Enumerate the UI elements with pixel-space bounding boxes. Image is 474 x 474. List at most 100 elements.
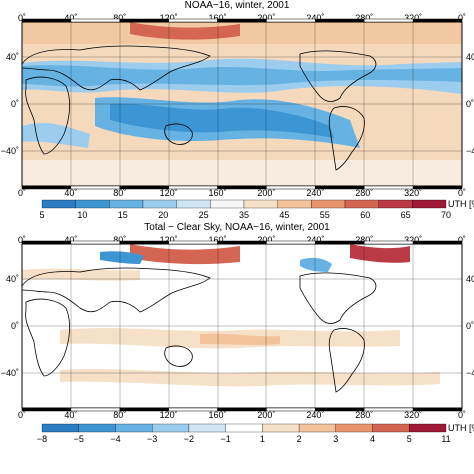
colorbar-swatch — [78, 423, 116, 433]
longitude-tick-label-top: 200˚ — [257, 235, 275, 245]
colorbar-swatch — [262, 423, 300, 433]
longitude-tick-label-bottom: 120˚ — [160, 188, 178, 198]
longitude-tick-label-bottom: 320˚ — [404, 188, 422, 198]
frame-tick-bar — [315, 240, 365, 245]
frame-tick-bar — [315, 407, 365, 412]
bottom-field-negative-cell — [300, 257, 332, 272]
frame-tick-bar — [168, 240, 218, 245]
longitude-tick-label-top: 160˚ — [209, 13, 227, 23]
colorbar-swatch — [311, 199, 346, 209]
frame-tick-bar — [217, 240, 267, 245]
colorbar-tick-label: 35 — [239, 210, 249, 220]
frame-tick-bar — [412, 240, 463, 245]
longitude-tick-label-bottom: 40˚ — [64, 410, 77, 420]
frame-tick-bar — [363, 407, 414, 412]
colorbar-swatch — [188, 423, 226, 433]
colorbar-tick-label: 5 — [407, 434, 412, 444]
longitude-tick-label-bottom: 40˚ — [64, 188, 77, 198]
bottom-field-negative-cell — [100, 251, 144, 264]
frame-tick-bar — [70, 18, 121, 23]
frame-tick-bar — [21, 240, 72, 245]
colorbar-swatch — [115, 423, 153, 433]
frame-tick-bar — [168, 185, 218, 190]
colorbar-swatch — [243, 199, 278, 209]
latitude-tick-label: −40˚ — [1, 368, 19, 378]
colorbar-swatch — [378, 199, 413, 209]
top-field-south-band — [22, 160, 462, 186]
frame-tick-bar — [412, 185, 463, 190]
colorbar-tick-label: 60 — [360, 210, 370, 220]
colorbar-unit-label: UTH [% — [448, 199, 474, 209]
colorbar-swatch — [409, 423, 447, 433]
colorbar-tick-label: 2 — [297, 434, 302, 444]
bottom-field-tropical-positive — [200, 333, 280, 345]
longitude-tick-label-top: 0˚ — [458, 13, 466, 23]
frame-tick-bar — [70, 240, 121, 245]
longitude-tick-label-bottom: 240˚ — [306, 410, 324, 420]
latitude-tick-label: 0˚ — [11, 99, 19, 109]
colorbar-tick-label: 5 — [39, 210, 44, 220]
longitude-tick-label-bottom: 0˚ — [458, 410, 466, 420]
longitude-tick-label-bottom: 80˚ — [113, 410, 126, 420]
longitude-tick-label-bottom: 320˚ — [404, 410, 422, 420]
bottom-field-north-positive — [130, 244, 240, 265]
longitude-tick-label-bottom: 200˚ — [257, 410, 275, 420]
top-gridlines — [22, 22, 462, 186]
colorbar-tick-label: 1 — [260, 434, 265, 444]
colorbar-swatch — [412, 199, 447, 209]
longitude-tick-label-top: 280˚ — [355, 13, 373, 23]
colorbar-tick-label: 65 — [401, 210, 411, 220]
frame-tick-bar — [21, 185, 72, 190]
longitude-tick-label-top: 320˚ — [404, 235, 422, 245]
latitude-tick-label: 0˚ — [466, 321, 474, 331]
colorbar-tick-label: 45 — [279, 210, 289, 220]
longitude-tick-label-top: 80˚ — [113, 235, 126, 245]
longitude-tick-label-top: 240˚ — [306, 13, 324, 23]
colorbar-tick-label: −1 — [221, 434, 231, 444]
colorbar-tick-label: 4 — [370, 434, 375, 444]
latitude-tick-label: 40˚ — [466, 52, 474, 62]
colorbar-swatch — [372, 423, 410, 433]
frame-tick-bar — [363, 240, 414, 245]
colorbar-swatch — [344, 199, 379, 209]
colorbar-tick-label: 70 — [441, 210, 451, 220]
latitude-tick-label: −40˚ — [466, 146, 474, 156]
colorbar-swatch — [277, 199, 312, 209]
latitude-tick-label: 40˚ — [6, 274, 19, 284]
longitude-tick-label-top: 40˚ — [64, 13, 77, 23]
frame-tick-bar — [119, 185, 169, 190]
top-field-tropics-core — [110, 103, 334, 138]
colorbar-tick-label: 25 — [199, 210, 209, 220]
colorbar-swatch — [152, 423, 190, 433]
frame-tick-bar — [70, 185, 121, 190]
longitude-tick-label-bottom: 240˚ — [306, 188, 324, 198]
bottom-field-northeast-positive — [350, 244, 410, 263]
colorbar-tick-label: −4 — [110, 434, 120, 444]
longitude-tick-label-top: 0˚ — [18, 13, 26, 23]
longitude-tick-label-top: 120˚ — [160, 235, 178, 245]
frame-tick-bar — [119, 18, 169, 23]
colorbar-tick-label: 3 — [333, 434, 338, 444]
colorbar-tick-label: 10 — [77, 210, 87, 220]
colorbar-tick-label: −2 — [184, 434, 194, 444]
colorbar-tick-label: 11 — [441, 434, 450, 444]
top-field-africa-moist — [22, 123, 90, 148]
frame-tick-bar — [70, 407, 121, 412]
frame-tick-bar — [119, 240, 169, 245]
top-latitude-ticks: 40˚ 40˚ 0˚ 0˚ −40˚ −40˚ — [1, 52, 474, 156]
colorbar-swatch — [335, 423, 373, 433]
colorbar-swatch — [41, 199, 76, 209]
longitude-tick-label-top: 0˚ — [18, 235, 26, 245]
colorbar-swatch — [41, 423, 79, 433]
bottom-latitude-ticks: 40˚ 40˚ 0˚ 0˚ −40˚ −40˚ — [1, 274, 474, 378]
frame-tick-bar — [266, 185, 316, 190]
top-uth-map: 0˚ 0˚ 40˚ 40˚ 80˚ 80˚ 120˚ 120˚ 160˚ 160˚ 200˚ 200˚… — [1, 13, 474, 198]
colorbar-swatch — [210, 199, 245, 209]
frame-tick-bar — [363, 185, 414, 190]
top-longitude-ticks: 0˚ 0˚ 40˚ 40˚ 80˚ 80˚ 120˚ 120˚ 160˚ 160˚ 200˚ 200˚… — [18, 13, 466, 198]
frame-tick-bar — [266, 18, 316, 23]
frame-tick-bar — [363, 18, 414, 23]
colorbar-swatch — [75, 199, 110, 209]
colorbar-tick-label: −5 — [74, 434, 84, 444]
top-field-north-band — [22, 22, 462, 44]
